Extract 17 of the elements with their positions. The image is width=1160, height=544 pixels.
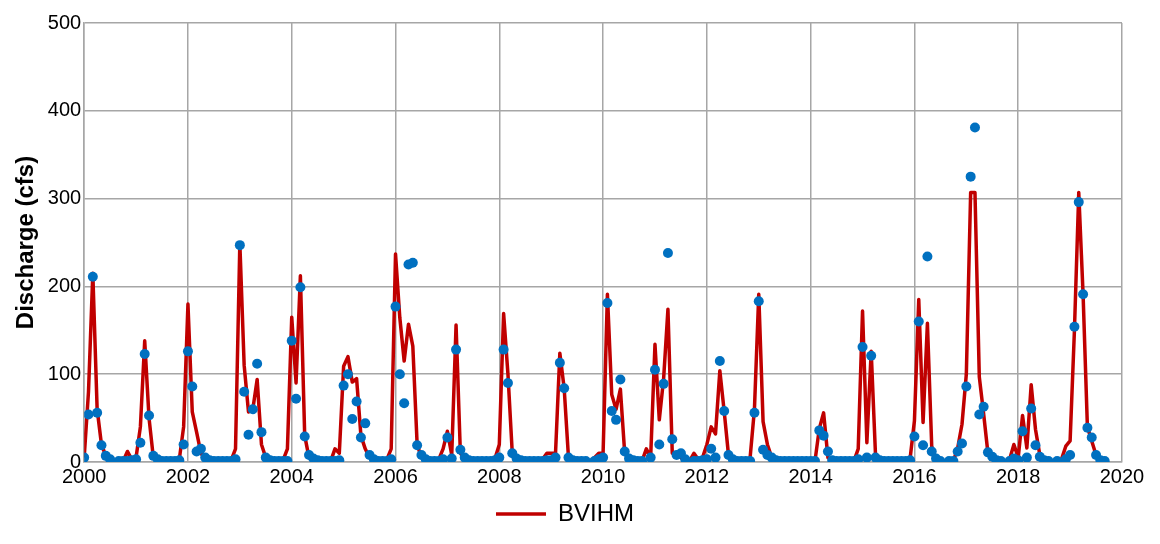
x-tick-label: 2008 — [477, 464, 522, 487]
x-tick-label: 2004 — [269, 464, 314, 487]
y-axis-title: Discharge (cfs) — [11, 155, 39, 330]
y-tick-label: 300 — [47, 186, 82, 209]
x-tick-label: 2014 — [788, 464, 833, 487]
legend-label: BVIHM — [558, 498, 635, 526]
y-tick-label: 100 — [47, 361, 82, 384]
y-tick-label: 400 — [47, 98, 82, 121]
x-tick-label: 2002 — [165, 464, 211, 487]
x-tick-label: 2006 — [373, 464, 418, 487]
y-tick-label: 200 — [47, 273, 82, 296]
y-tick-label: 500 — [47, 10, 82, 33]
x-tick-label: 2020 — [1099, 464, 1145, 487]
x-tick-label: 2016 — [892, 464, 937, 487]
x-tick-label: 2018 — [995, 464, 1041, 487]
x-tick-label: 2010 — [580, 464, 626, 487]
x-tick-label: 2012 — [684, 464, 730, 487]
